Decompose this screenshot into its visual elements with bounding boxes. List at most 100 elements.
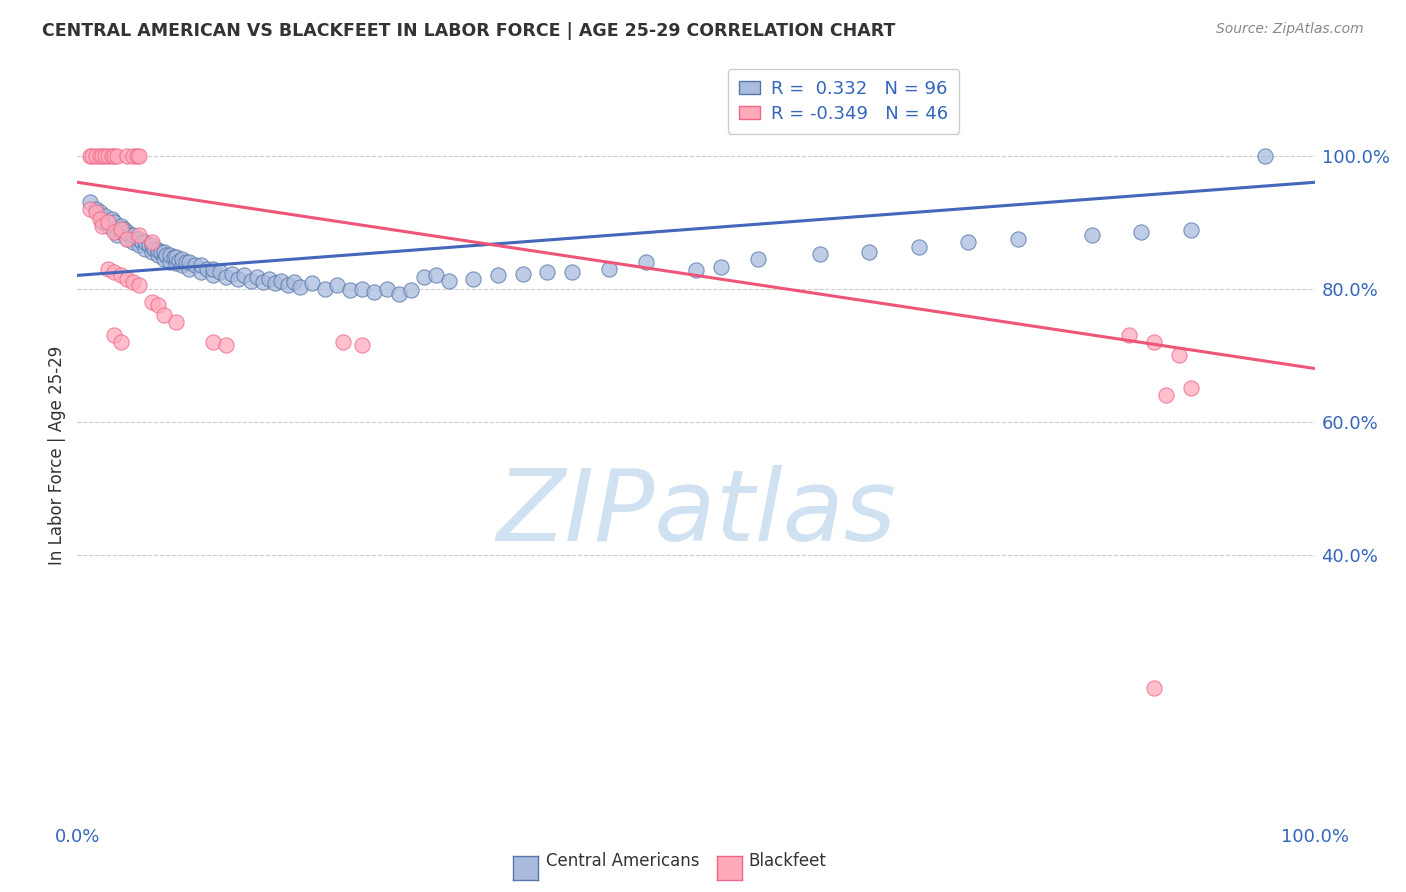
Point	[97, 215, 120, 229]
Text: Blackfeet: Blackfeet	[748, 852, 825, 870]
Point	[202, 334, 225, 349]
Point	[957, 235, 980, 249]
Point	[110, 268, 132, 283]
Point	[710, 260, 733, 275]
Point	[118, 228, 141, 243]
Point	[1143, 681, 1166, 695]
Point	[91, 149, 114, 163]
Point	[97, 261, 120, 276]
Text: Source: ZipAtlas.com: Source: ZipAtlas.com	[1216, 22, 1364, 37]
Point	[1167, 348, 1189, 362]
Point	[172, 252, 194, 266]
Point	[401, 283, 423, 297]
Point	[93, 149, 115, 163]
Point	[103, 149, 125, 163]
Point	[89, 205, 111, 219]
Point	[437, 274, 460, 288]
Point	[128, 278, 150, 293]
Point	[561, 265, 583, 279]
Point	[112, 222, 135, 236]
Point	[128, 238, 150, 252]
Point	[103, 215, 125, 229]
Point	[167, 253, 190, 268]
Point	[141, 295, 163, 310]
Point	[165, 256, 187, 270]
Point	[239, 274, 262, 288]
Point	[146, 298, 169, 312]
Point	[122, 235, 145, 249]
Point	[105, 149, 128, 163]
Point	[159, 248, 181, 262]
Point	[486, 268, 509, 283]
Point	[163, 250, 186, 264]
Point	[1081, 228, 1104, 243]
Point	[195, 261, 218, 276]
Point	[153, 308, 176, 322]
Point	[598, 261, 620, 276]
Point	[103, 328, 125, 343]
Point	[221, 267, 243, 281]
Point	[79, 195, 101, 210]
Point	[172, 259, 194, 273]
Point	[115, 149, 138, 163]
Point	[174, 255, 197, 269]
Point	[115, 232, 138, 246]
Point	[512, 267, 534, 281]
Point	[314, 282, 336, 296]
Point	[138, 238, 160, 252]
Text: Central Americans: Central Americans	[546, 852, 699, 870]
Point	[808, 247, 831, 261]
Point	[150, 245, 173, 260]
Point	[425, 268, 447, 283]
Point	[159, 255, 181, 269]
Point	[103, 225, 125, 239]
Point	[91, 215, 114, 229]
Point	[89, 149, 111, 163]
Point	[257, 271, 280, 285]
Point	[141, 235, 163, 249]
Point	[101, 149, 124, 163]
Point	[215, 338, 238, 352]
Point	[858, 245, 880, 260]
Point	[115, 271, 138, 285]
Point	[93, 209, 115, 223]
Point	[103, 222, 125, 236]
Point	[165, 315, 187, 329]
Point	[128, 232, 150, 246]
Point	[177, 255, 200, 269]
Point	[1180, 223, 1202, 237]
Point	[115, 232, 138, 246]
Point	[226, 271, 249, 285]
Point	[128, 228, 150, 243]
Point	[89, 211, 111, 226]
Point	[252, 275, 274, 289]
Point	[110, 222, 132, 236]
Point	[1130, 225, 1153, 239]
Point	[97, 219, 120, 233]
Point	[636, 255, 658, 269]
Point	[301, 277, 323, 291]
Point	[190, 259, 212, 273]
Point	[208, 265, 231, 279]
Point	[747, 252, 769, 266]
Point	[84, 149, 107, 163]
Point	[84, 202, 107, 216]
Point	[1143, 334, 1166, 349]
Point	[177, 261, 200, 276]
Point	[190, 265, 212, 279]
Point	[339, 283, 361, 297]
Point	[202, 268, 225, 283]
Point	[246, 269, 269, 284]
Point	[1254, 149, 1277, 163]
Point	[122, 149, 145, 163]
Point	[332, 334, 354, 349]
Point	[153, 252, 176, 266]
Point	[270, 274, 292, 288]
Point	[165, 250, 187, 264]
Point	[283, 275, 305, 289]
Point	[685, 263, 707, 277]
Point	[1118, 328, 1140, 343]
Point	[141, 238, 163, 252]
Point	[350, 282, 373, 296]
Point	[907, 240, 929, 254]
